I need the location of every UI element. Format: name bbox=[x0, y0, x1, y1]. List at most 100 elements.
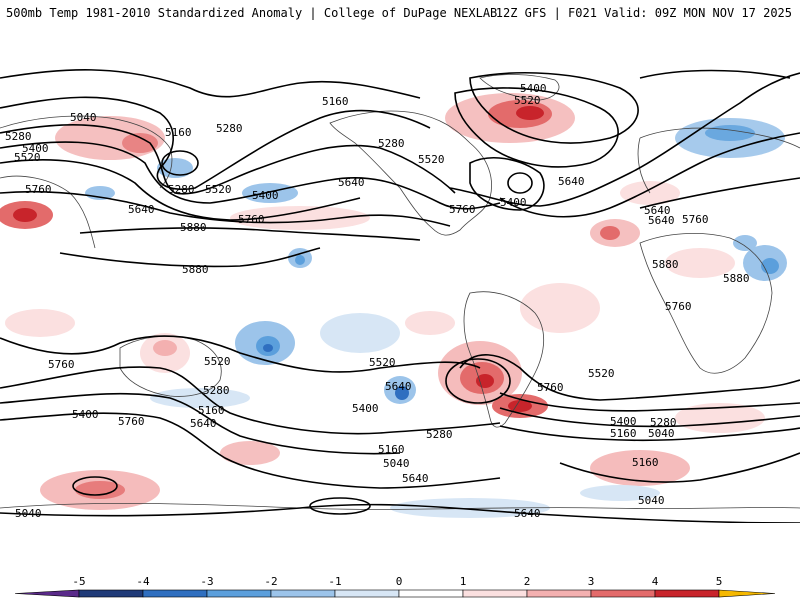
map-svg: 5040 5160 5280 5400 5520 5160 5280 5280 … bbox=[0, 69, 800, 523]
contour-label: 5160 bbox=[610, 427, 637, 440]
contour-label: 5400 bbox=[352, 402, 379, 415]
contour-label: 5160 bbox=[165, 126, 192, 139]
colorbar-arrow-low bbox=[14, 589, 80, 598]
colorbar-box bbox=[270, 589, 336, 598]
contour-label: 5640 bbox=[190, 417, 217, 430]
contour-label: 5280 bbox=[203, 384, 230, 397]
contour-label: 5520 bbox=[418, 153, 445, 166]
contour-label: 5880 bbox=[652, 258, 679, 271]
contour-label: 5760 bbox=[449, 203, 476, 216]
map-title: 500mb Temp 1981-2010 Standardized Anomal… bbox=[6, 6, 498, 20]
colorbar-box bbox=[334, 589, 400, 598]
cool-anomaly-patch bbox=[150, 388, 250, 408]
colorbar-box bbox=[654, 589, 720, 598]
cool-anomaly-patch bbox=[320, 313, 400, 353]
contour-label: 5160 bbox=[632, 456, 659, 469]
contour-line bbox=[309, 497, 371, 515]
contour-label: 5760 bbox=[682, 213, 709, 226]
contour-label: 5640 bbox=[128, 203, 155, 216]
contour-label: 5520 bbox=[204, 355, 231, 368]
contour-label: 5040 bbox=[638, 494, 665, 507]
warm-anomaly-patch bbox=[75, 481, 125, 499]
contour-label: 5760 bbox=[48, 358, 75, 371]
contour-label: 5640 bbox=[514, 507, 541, 520]
contour-line bbox=[499, 392, 800, 412]
contour-label: 5400 bbox=[72, 408, 99, 421]
contour-line bbox=[499, 407, 800, 428]
colorbar-box bbox=[590, 589, 656, 598]
contour-label: 5640 bbox=[385, 380, 412, 393]
warm-anomaly-patch bbox=[520, 283, 600, 333]
contour-line bbox=[559, 452, 800, 483]
anomaly-map: 5040 5160 5280 5400 5520 5160 5280 5280 … bbox=[0, 68, 800, 523]
contour-label: 5640 bbox=[558, 175, 585, 188]
contour-label: 5760 bbox=[25, 183, 52, 196]
contour-label: 5280 bbox=[650, 416, 677, 429]
colorbar-tick-label: 1 bbox=[460, 575, 467, 588]
contour-label: 5280 bbox=[5, 130, 32, 143]
contour-line bbox=[507, 172, 533, 194]
colorbar-tick-label: 3 bbox=[588, 575, 595, 588]
antarctica-outline bbox=[0, 502, 800, 510]
contour-line bbox=[0, 503, 800, 523]
contour-line bbox=[469, 157, 545, 211]
contour-label: 5400 bbox=[252, 189, 279, 202]
colorbar-box bbox=[462, 589, 528, 598]
contour-line bbox=[639, 177, 800, 209]
contour-line bbox=[79, 227, 421, 241]
colorbar-tick-label: 2 bbox=[524, 575, 531, 588]
contour-label: 5640 bbox=[644, 204, 671, 217]
contour-label: 5760 bbox=[118, 415, 145, 428]
contour-line bbox=[449, 72, 800, 207]
contour-label: 5880 bbox=[180, 221, 207, 234]
colorbar-boxes bbox=[14, 589, 776, 598]
colorbar-box bbox=[206, 589, 272, 598]
contour-label: 5400 bbox=[520, 82, 547, 95]
colorbar-arrow-high bbox=[718, 589, 776, 598]
contour-line bbox=[0, 190, 451, 227]
contour-label: 5040 bbox=[70, 111, 97, 124]
anomaly-colorbar: -5 -4 -3 -2 -1 0 1 2 3 4 5 bbox=[0, 574, 800, 600]
contour-label: 5520 bbox=[14, 151, 41, 164]
contour-label: 5160 bbox=[322, 95, 349, 108]
contour-label: 5520 bbox=[205, 183, 232, 196]
colorbar-tick-label: -4 bbox=[136, 575, 150, 588]
warm-anomaly-patch bbox=[5, 309, 75, 337]
contour-label: 5880 bbox=[723, 272, 750, 285]
contour-line bbox=[0, 159, 361, 221]
cool-anomaly-patch bbox=[395, 386, 409, 400]
contour-label: 5280 bbox=[168, 183, 195, 196]
contour-line bbox=[445, 358, 511, 404]
contour-line bbox=[0, 69, 421, 99]
warm-anomaly-patch bbox=[122, 133, 158, 153]
contour-line bbox=[499, 425, 800, 442]
contour-line bbox=[499, 132, 800, 218]
contour-line bbox=[0, 124, 456, 195]
warm-anomaly-patch bbox=[516, 106, 544, 120]
colorbar-tick-labels: -5 -4 -3 -2 -1 0 1 2 3 4 5 bbox=[72, 575, 722, 588]
contour-line bbox=[161, 150, 199, 176]
colorbar-tick-label: -2 bbox=[264, 575, 277, 588]
contour-label: 5760 bbox=[537, 381, 564, 394]
contour-label: 5520 bbox=[588, 367, 615, 380]
contour-line bbox=[72, 476, 118, 496]
contour-label: 5640 bbox=[648, 214, 675, 227]
contour-label: 5040 bbox=[648, 427, 675, 440]
contour-line bbox=[639, 69, 791, 79]
warm-anomaly-patch bbox=[600, 226, 620, 240]
colorbar-box bbox=[526, 589, 592, 598]
warm-anomaly-patch bbox=[476, 374, 494, 388]
contour-label: 5880 bbox=[182, 263, 209, 276]
colorbar-tick-label: 4 bbox=[652, 575, 659, 588]
colorbar-box bbox=[398, 589, 464, 598]
cool-anomaly-patch bbox=[157, 158, 193, 178]
contour-label: 5640 bbox=[338, 176, 365, 189]
contour-line bbox=[0, 366, 501, 435]
contour-label: 5160 bbox=[378, 443, 405, 456]
cool-anomaly-patch bbox=[733, 235, 757, 251]
contour-label: 5520 bbox=[369, 356, 396, 369]
africa-outline bbox=[639, 233, 773, 374]
cool-anomaly-patch bbox=[85, 186, 115, 200]
contour-labels: 5040 5160 5280 5400 5520 5160 5280 5280 … bbox=[5, 82, 750, 520]
warm-anomaly-patch bbox=[665, 248, 735, 278]
